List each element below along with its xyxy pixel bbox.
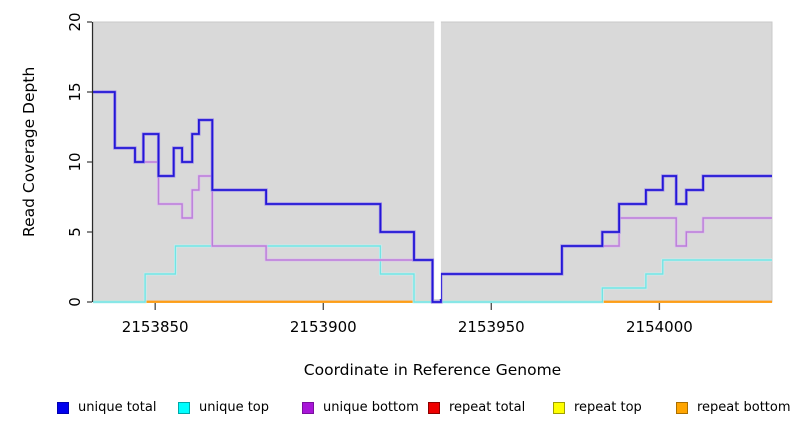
legend-swatch-unique-total	[57, 402, 69, 414]
series-unique-total-line	[93, 91, 772, 303]
y-tick-label: 5	[66, 227, 84, 237]
legend-item-unique-bottom: unique bottom	[302, 399, 419, 417]
legend-label: unique total	[78, 400, 157, 415]
legend-item-unique-top: unique top	[178, 399, 269, 417]
legend-item-repeat-bottom: repeat bottom	[676, 399, 791, 417]
series-unique-top-line	[93, 245, 772, 303]
x-axis-title: Coordinate in Reference Genome	[303, 361, 562, 379]
legend-label: repeat total	[449, 400, 526, 415]
x-tick-label: 2153900	[290, 318, 357, 336]
legend-swatch-repeat-total	[428, 402, 440, 414]
legend-item-repeat-top: repeat top	[553, 399, 642, 417]
y-tick-label: 0	[66, 297, 84, 307]
legend-label: repeat bottom	[697, 400, 791, 415]
y-tick-label: 15	[66, 82, 84, 101]
legend-swatch-repeat-bottom	[676, 402, 688, 414]
legend-swatch-repeat-top	[553, 402, 565, 414]
legend-swatch-unique-bottom	[302, 402, 314, 414]
legend-label: repeat top	[574, 400, 642, 415]
missing-data-gap	[434, 21, 441, 299]
y-axis-title: Read Coverage Depth	[20, 66, 38, 237]
y-tick-label: 10	[66, 152, 84, 171]
x-tick-label: 2153950	[458, 318, 525, 336]
plot-panel	[92, 21, 773, 303]
legend-item-unique-total: unique total	[57, 399, 156, 417]
legend-label: unique bottom	[323, 400, 419, 415]
legend-label: unique top	[199, 400, 270, 415]
x-tick-label: 2154000	[626, 318, 693, 336]
x-tick-label: 2153850	[122, 318, 189, 336]
legend-swatch-unique-top	[178, 402, 190, 414]
legend-item-repeat-total: repeat total	[428, 399, 525, 417]
y-tick-label: 20	[66, 12, 84, 31]
